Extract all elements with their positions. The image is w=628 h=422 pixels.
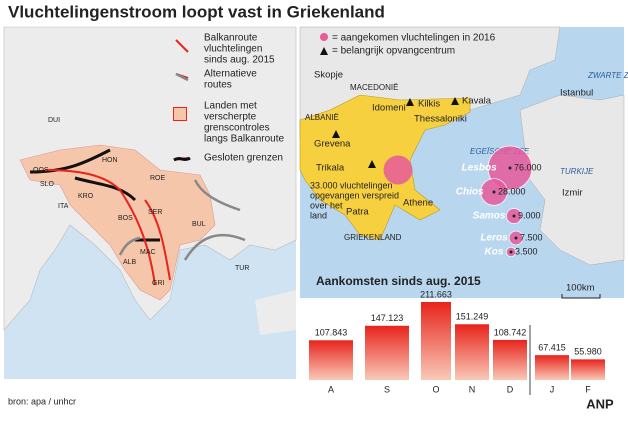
island-name: Samos xyxy=(473,211,506,222)
place-label: MACEDONIË xyxy=(350,83,398,92)
x-tick-label: O xyxy=(432,384,439,394)
place-label: Thessaloniki xyxy=(414,114,467,125)
place-label: Skopje xyxy=(314,70,343,81)
legend-label: routes xyxy=(204,80,232,91)
island-name: Lesbos xyxy=(462,163,497,174)
island-name: Kos xyxy=(485,247,504,258)
island-name: Leros xyxy=(480,233,508,244)
place-label: Idomeni xyxy=(372,103,406,114)
title: Vluchtelingenstroom loopt vast in Grieke… xyxy=(8,2,385,21)
bar xyxy=(493,339,527,380)
island-name: Chios xyxy=(456,187,484,198)
value-label: 151.249 xyxy=(456,312,489,322)
island-dot xyxy=(514,236,518,240)
left-map xyxy=(3,26,297,379)
island-value: 76.000 xyxy=(514,162,542,172)
country-label: ITA xyxy=(58,203,69,210)
legend-label: Alternatieve xyxy=(204,69,257,80)
camp-icon xyxy=(451,97,459,105)
country-label: MAC xyxy=(140,249,156,256)
value-label: 211.663 xyxy=(420,289,452,299)
country-label: ROE xyxy=(150,175,166,182)
annotation: over het xyxy=(310,200,343,210)
place-label: GRIEKENLAND xyxy=(344,233,402,242)
source: bron: apa / unhcr xyxy=(8,396,76,406)
legend-label: langs Balkanroute xyxy=(204,134,284,145)
legend-label: Landen met xyxy=(204,101,257,112)
legend-label: sinds aug. 2015 xyxy=(204,55,275,66)
country-label: BUL xyxy=(192,221,206,228)
place-label: Istanbul xyxy=(560,88,593,99)
island-dot xyxy=(509,250,513,254)
island-dot xyxy=(508,166,512,170)
annotation: 33.000 vluchtelingen xyxy=(310,180,393,190)
country-label: SER xyxy=(148,209,162,216)
island-value: 7.500 xyxy=(520,232,543,242)
island-dot xyxy=(492,190,496,194)
camp-icon xyxy=(406,98,414,106)
legend-label: vluchtelingen xyxy=(204,44,262,55)
legend-label: = belangrijk opvangcentrum xyxy=(332,46,455,57)
value-label: 67.415 xyxy=(538,343,566,353)
legend-label: grenscontroles xyxy=(204,123,270,134)
bubble xyxy=(383,155,413,185)
chart-title: Aankomsten sinds aug. 2015 xyxy=(316,274,481,288)
place-label: Trikala xyxy=(316,163,345,174)
legend-label: Balkanroute xyxy=(204,33,258,44)
bar xyxy=(365,325,409,380)
place-label: ALBANIË xyxy=(305,113,339,122)
island-value: 28.000 xyxy=(498,186,526,196)
country-label: GRI xyxy=(152,280,165,287)
place-label: Kilkis xyxy=(418,99,440,110)
x-tick-label: S xyxy=(384,384,390,394)
country-label: TUR xyxy=(235,265,249,272)
legend-label: = aangekomen vluchtelingen in 2016 xyxy=(332,33,496,44)
bar xyxy=(455,324,489,380)
legend-label: verscherpte xyxy=(204,112,257,123)
bar xyxy=(421,302,451,380)
place-label: 100km xyxy=(566,283,595,294)
place-label: Grevena xyxy=(314,139,351,150)
country-label: HON xyxy=(102,157,118,164)
place-label: ZWARTE ZEE xyxy=(587,71,628,80)
country-label: BOS xyxy=(118,215,133,222)
x-tick-label: J xyxy=(550,384,555,394)
x-tick-label: F xyxy=(585,384,591,394)
island-dot xyxy=(512,214,516,218)
bar xyxy=(309,340,353,380)
camp-icon xyxy=(332,130,340,138)
value-label: 108.742 xyxy=(494,327,527,337)
country-label: SLO xyxy=(40,181,55,188)
camp-icon xyxy=(368,160,376,168)
place-label: Patra xyxy=(346,207,369,218)
country-label: OOS xyxy=(33,167,49,174)
country-label: KRO xyxy=(78,193,94,200)
agency: ANP xyxy=(586,396,614,411)
x-tick-label: D xyxy=(507,384,514,394)
annotation: opgevangen verspreid xyxy=(310,190,399,200)
annotation: land xyxy=(310,210,327,220)
place-label: Kavala xyxy=(462,96,492,107)
island-value: 3.500 xyxy=(515,246,538,256)
x-tick-label: N xyxy=(469,384,476,394)
value-label: 55.980 xyxy=(574,347,602,357)
value-label: 147.123 xyxy=(371,313,404,323)
value-label: 107.843 xyxy=(315,328,348,338)
bar xyxy=(535,355,569,380)
place-label: TURKIJE xyxy=(560,167,594,176)
legend-label: Gesloten grenzen xyxy=(204,153,283,164)
place-label: Izmir xyxy=(562,188,583,199)
bar xyxy=(571,359,605,380)
country-label: ALB xyxy=(123,259,137,266)
country-label: DUI xyxy=(48,117,60,124)
x-tick-label: A xyxy=(328,384,334,394)
island-value: 9.000 xyxy=(518,210,541,220)
place-label: Athene xyxy=(403,198,433,209)
